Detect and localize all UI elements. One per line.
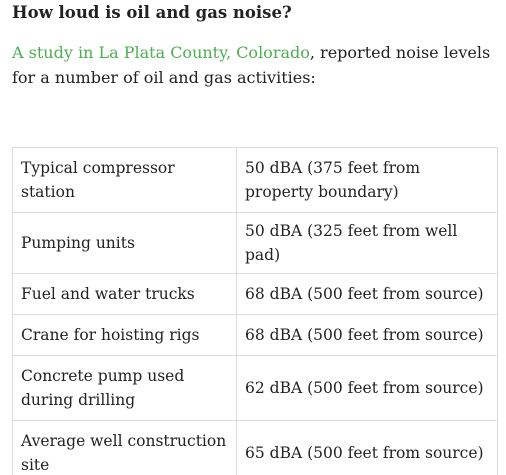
noise-level-cell: 50 dBA (325 feet from well pad) (236, 212, 498, 274)
table-row: Pumping units 50 dBA (325 feet from well… (12, 212, 498, 274)
table-row: Concrete pump used during drilling 62 dB… (12, 355, 498, 421)
intro-paragraph: A study in La Plata County, Colorado, re… (12, 40, 502, 90)
study-link[interactable]: A study in La Plata County, Colorado (12, 43, 310, 62)
noise-level-cell: 50 dBA (375 feet from property boundary) (236, 147, 498, 213)
noise-level-cell: 68 dBA (500 feet from source) (236, 273, 498, 315)
activity-cell: Concrete pump used during drilling (12, 355, 237, 421)
noise-level-cell: 65 dBA (500 feet from source) (236, 420, 498, 475)
noise-levels-table: Typical compressor station 50 dBA (375 f… (12, 147, 498, 475)
intro-text: , reported noise levels for a number of … (12, 43, 491, 87)
noise-level-cell: 68 dBA (500 feet from source) (236, 314, 498, 356)
noise-level-cell: 62 dBA (500 feet from source) (236, 355, 498, 421)
activity-cell: Pumping units (12, 212, 237, 274)
activity-cell: Typical compressor station (12, 147, 237, 213)
activity-cell: Crane for hoisting rigs (12, 314, 237, 356)
activity-cell: Average well construction site (12, 420, 237, 475)
table-row: Crane for hoisting rigs 68 dBA (500 feet… (12, 314, 498, 356)
table-row: Typical compressor station 50 dBA (375 f… (12, 147, 498, 213)
section-heading: How loud is oil and gas noise? (12, 3, 292, 22)
table-row: Average well construction site 65 dBA (5… (12, 420, 498, 475)
activity-cell: Fuel and water trucks (12, 273, 237, 315)
table-row: Fuel and water trucks 68 dBA (500 feet f… (12, 273, 498, 315)
